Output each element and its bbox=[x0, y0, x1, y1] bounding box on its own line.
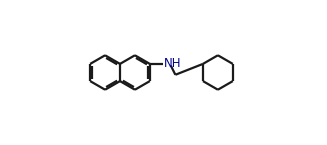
Text: NH: NH bbox=[164, 57, 181, 70]
